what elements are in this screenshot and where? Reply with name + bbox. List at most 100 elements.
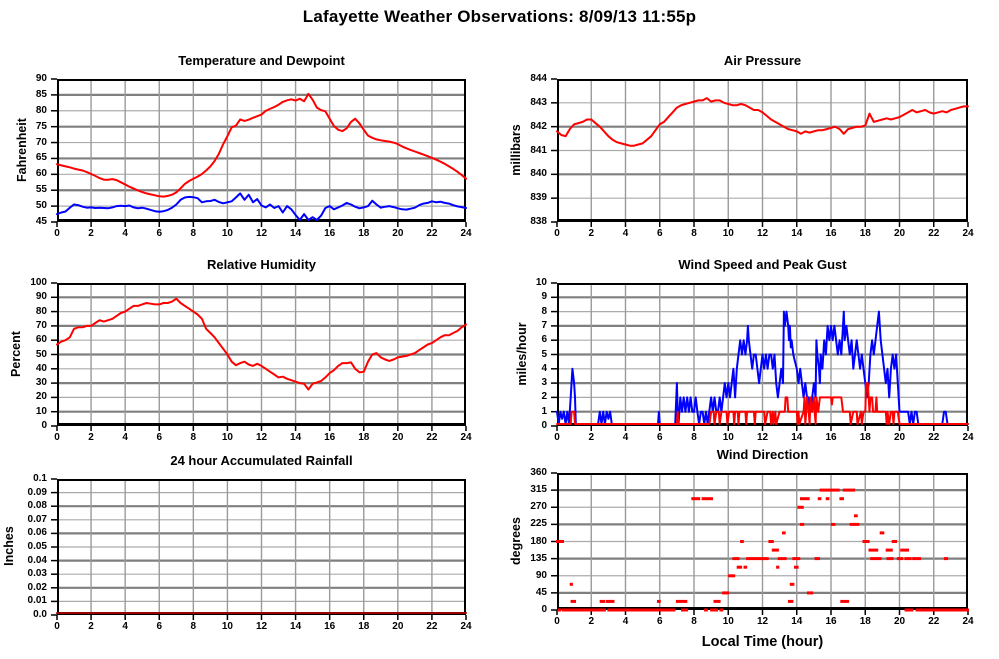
x-tick-label: 22: [928, 616, 940, 627]
y-tick-label: 90: [535, 569, 547, 581]
x-tick-label: 2: [588, 432, 595, 443]
y-tick-label: 60: [35, 168, 47, 180]
x-tick-label: 10: [722, 432, 734, 443]
x-tick-label: 18: [859, 432, 871, 443]
chart-title: Wind Speed and Peak Gust: [678, 257, 847, 272]
x-tick-label: 14: [290, 432, 302, 443]
x-tick-label: 14: [791, 228, 803, 239]
y-tick-label: 70: [35, 319, 47, 331]
x-tick-label: 0: [54, 228, 60, 239]
y-tick-label: 75: [35, 120, 47, 132]
y-tick-label: 0: [41, 420, 47, 431]
x-tick-label: 4: [122, 432, 128, 443]
x-tick-label: 14: [791, 432, 803, 443]
x-tick-label: 14: [290, 228, 302, 239]
y-tick-label: 135: [530, 552, 547, 564]
y-tick-label: 45: [35, 216, 47, 227]
x-tick-label: 8: [691, 432, 697, 443]
y-tick-label: 70: [35, 136, 47, 148]
y-tick-label: 20: [35, 391, 47, 403]
x-tick-label: 0: [54, 432, 60, 443]
y-axis-title: degrees: [508, 516, 523, 565]
x-tick-label: 8: [691, 616, 697, 627]
y-tick-label: 55: [35, 184, 47, 196]
x-tick-label: 22: [928, 432, 940, 443]
y-tick-label: 841: [530, 144, 547, 156]
x-tick-label: 0: [54, 621, 60, 632]
x-tick-label: 4: [622, 616, 629, 627]
y-tick-label: 10: [35, 405, 47, 417]
chart-title: Temperature and Dewpoint: [178, 53, 345, 68]
y-tick-label: 0.01: [27, 595, 47, 607]
plot-area: [51, 478, 467, 620]
y-tick-label: 6: [541, 334, 547, 346]
y-tick-label: 2: [541, 391, 547, 403]
y-tick-label: 0.04: [27, 554, 47, 566]
y-tick-label: 5: [541, 348, 547, 360]
y-tick-label: 7: [541, 319, 547, 331]
x-tick-label: 4: [122, 621, 128, 632]
series-wind-direction: [556, 488, 969, 612]
x-tick-label: 6: [156, 432, 163, 443]
y-tick-label: 50: [35, 200, 47, 212]
x-tick-label: 24: [460, 621, 472, 632]
x-tick-label: 12: [756, 228, 769, 239]
x-tick-label: 16: [825, 228, 837, 239]
x-tick-label: 20: [392, 228, 404, 239]
x-tick-label: 20: [893, 616, 906, 627]
x-tick-label: 2: [88, 621, 94, 632]
y-tick-label: 8: [541, 305, 547, 317]
y-tick-label: 9: [541, 291, 547, 303]
x-tick-label: 10: [221, 432, 233, 443]
series-temperature: [56, 92, 467, 198]
y-tick-label: 360: [530, 467, 547, 478]
x-tick-label: 8: [190, 621, 197, 632]
y-tick-label: 3: [541, 377, 547, 389]
y-tick-label: 50: [35, 348, 47, 360]
x-tick-label: 10: [722, 228, 734, 239]
x-tick-label: 18: [859, 228, 871, 239]
x-tick-label: 2: [588, 228, 595, 239]
x-tick-label: 16: [825, 432, 837, 443]
x-tick-label: 22: [928, 228, 940, 239]
x-axis-title: Local Time (hour): [701, 634, 824, 650]
x-tick-label: 16: [324, 228, 336, 239]
y-tick-label: 0: [541, 420, 547, 431]
y-tick-label: 60: [35, 334, 47, 346]
x-tick-label: 22: [426, 432, 438, 443]
x-tick-label: 0: [554, 228, 560, 239]
plot-area: [51, 78, 467, 227]
x-tick-label: 2: [588, 616, 595, 627]
y-axis-title: Inches: [2, 526, 16, 566]
x-tick-label: 16: [324, 432, 336, 443]
series-peak-gust: [556, 310, 969, 425]
x-tick-label: 6: [656, 432, 663, 443]
x-tick-label: 4: [122, 228, 128, 239]
y-tick-label: 225: [530, 518, 547, 530]
y-tick-label: 80: [35, 305, 47, 317]
x-tick-label: 20: [893, 228, 906, 239]
x-tick-label: 22: [426, 228, 438, 239]
y-tick-label: 840: [530, 168, 547, 180]
x-tick-label: 0: [554, 616, 560, 627]
x-tick-label: 22: [426, 621, 438, 632]
x-tick-label: 6: [656, 228, 663, 239]
chart-title: Relative Humidity: [206, 257, 317, 272]
x-tick-label: 24: [962, 432, 974, 443]
x-tick-label: 18: [859, 616, 871, 627]
x-tick-label: 16: [825, 616, 837, 627]
x-tick-label: 20: [392, 621, 404, 632]
x-tick-label: 10: [221, 228, 233, 239]
x-tick-label: 20: [893, 432, 906, 443]
y-tick-label: 839: [530, 192, 547, 204]
y-tick-label: 0: [541, 604, 547, 615]
x-tick-label: 10: [722, 616, 734, 627]
x-tick-label: 10: [221, 621, 233, 632]
chart-title: 24 hour Accumulated Rainfall: [170, 453, 353, 468]
y-axis-title: millibars: [508, 123, 523, 176]
x-tick-label: 18: [358, 621, 370, 632]
